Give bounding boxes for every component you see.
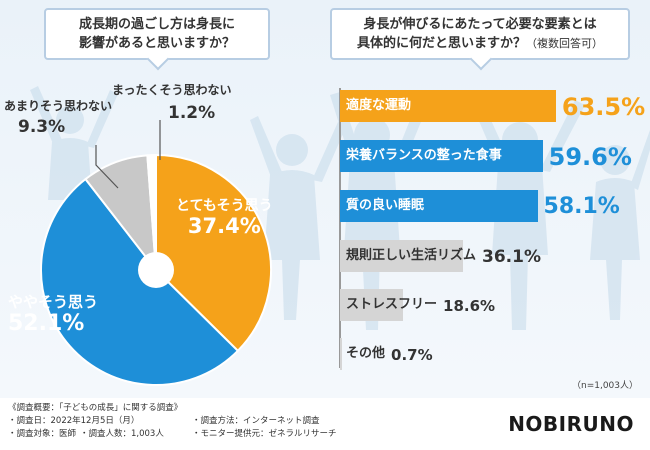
bar-category-label: その他 [346, 346, 386, 361]
pie-slice-yaya [40, 177, 240, 386]
survey-target: ・調査対象：医師 [8, 429, 77, 439]
survey-method: ・調査方法：インターネット調査 [192, 416, 320, 426]
survey-summary-title: 《調査概要：「子どもの成長」に関する調査》 [8, 403, 183, 413]
footer: 《調査概要：「子どもの成長」に関する調査》 ・調査日：2022年12月5日（月）… [0, 398, 650, 450]
survey-count: ・調査人数：1,003人 [80, 429, 164, 439]
monitor-provider: ・モニター提供元：ゼネラルリサーチ [192, 429, 337, 439]
left-question-line2: 影響があると思いますか？ [78, 36, 235, 51]
bar-value-label: 36.1% [482, 247, 541, 267]
right-question-line2: 具体的に何だと思いますか？ [356, 36, 526, 51]
right-question-multi-answer: （複数回答可） [526, 37, 603, 50]
pie-label-mattaku-value: 1.2% [168, 102, 216, 123]
leader-line-amari [95, 145, 119, 189]
pie-label-yaya-value: 52.1% [8, 311, 85, 337]
pie-center-hole [138, 252, 174, 288]
pie-label-mattaku-name: まったくそう思わない [112, 83, 232, 97]
pie-label-mattaku: まったくそう思わない 1.2% [112, 83, 232, 123]
bar-category-label: 質の良い睡眠 [346, 198, 425, 213]
bar [340, 190, 538, 222]
nobiruno-logo: NOBIRUNO [508, 412, 634, 436]
bar-category-label: 適度な運動 [346, 98, 412, 113]
left-question-box: 成長期の過ごし方は身長に 影響があると思いますか？ [44, 8, 270, 71]
pie-label-amari-name: あまりそう思わない [4, 99, 113, 113]
right-question-line1: 身長が伸びるにあたって必要な要素とは [363, 17, 597, 32]
bar-value-label: 58.1% [543, 194, 620, 219]
pie-slice-totemo [155, 153, 272, 353]
bar [340, 240, 463, 272]
pie-chart [40, 120, 272, 386]
pie-label-totemo-name: とてもそう思う [176, 198, 273, 214]
right-question-box: 身長が伸びるにあたって必要な要素とは 具体的に何だと思いますか？（複数回答可） [330, 8, 630, 71]
sample-size-note: （n=1,003人） [571, 381, 638, 391]
bar-axis-line [339, 88, 341, 368]
left-question-line1: 成長期の過ごし方は身長に [78, 17, 235, 32]
pie-label-totemo-value: 37.4% [187, 214, 261, 239]
pie-label-totemo: とてもそう思う 37.4% [176, 198, 273, 238]
bar-category-label: 栄養バランスの整った食事 [346, 148, 502, 163]
pie-label-amari-value: 9.3% [18, 116, 66, 137]
pie-label-yaya: ややそう思う 52.1% [8, 293, 99, 337]
bar-value-label: 18.6% [443, 297, 496, 315]
bar [340, 90, 556, 122]
bar [340, 338, 343, 370]
bar-value-label: 0.7% [391, 346, 433, 364]
pie-slice-mattaku [146, 153, 157, 271]
bar-value-label: 59.6% [548, 143, 632, 171]
bar-category-label: ストレスフリー [346, 297, 438, 312]
bar [340, 289, 404, 321]
pie-label-amari: あまりそう思わない 9.3% [4, 99, 113, 137]
pie-label-yaya-name: ややそう思う [8, 293, 99, 311]
main-panel: 成長期の過ごし方は身長に 影響があると思いますか？ 身長が伸びるにあたって必要な… [0, 0, 650, 398]
bar-category-label: 規則正しい生活リズム [346, 248, 477, 263]
survey-date: ・調査日：2022年12月5日（月） [8, 416, 140, 426]
bar-value-label: 63.5% [561, 93, 646, 121]
bar [340, 140, 543, 172]
